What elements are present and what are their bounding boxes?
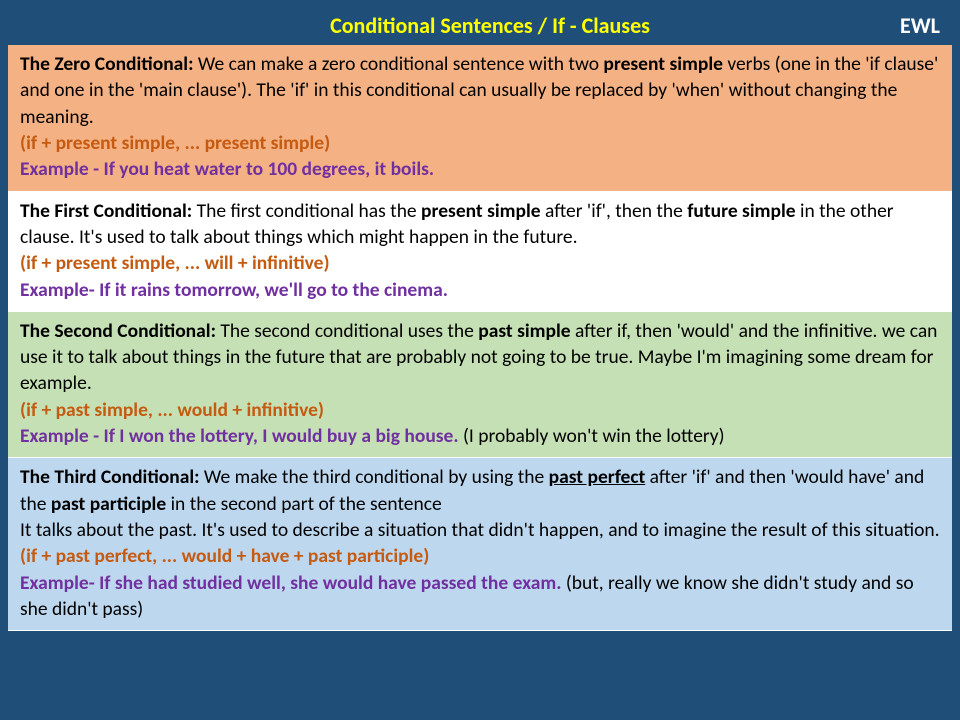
header-bar: Conditional Sentences / If - Clauses EWL xyxy=(8,8,952,45)
section-example: Example - If you heat water to 100 degre… xyxy=(20,156,940,182)
section-body: The Second Conditional: The second condi… xyxy=(20,318,940,397)
page-title: Conditional Sentences / If - Clauses xyxy=(80,12,900,39)
section-body: The First Conditional: The first conditi… xyxy=(20,198,940,251)
section-example: Example- If it rains tomorrow, we'll go … xyxy=(20,277,940,303)
section-example: Example - If I won the lottery, I would … xyxy=(20,423,940,449)
section-third-conditional: The Third Conditional: We make the third… xyxy=(8,458,952,631)
section-heading: The Zero Conditional: xyxy=(20,52,193,76)
section-body: The Zero Conditional: We can make a zero… xyxy=(20,51,940,130)
section-zero-conditional: The Zero Conditional: We can make a zero… xyxy=(8,45,952,192)
section-second-conditional: The Second Conditional: The second condi… xyxy=(8,312,952,459)
section-example: Example- If she had studied well, she wo… xyxy=(20,570,940,623)
section-body: The Third Conditional: We make the third… xyxy=(20,464,940,517)
section-formula: (if + present simple, ... present simple… xyxy=(20,130,940,156)
section-formula: (if + past simple, ... would + infinitiv… xyxy=(20,397,940,423)
brand-label: EWL xyxy=(900,12,940,39)
section-formula: (if + present simple, ... will + infinit… xyxy=(20,250,940,276)
section-formula: (if + past perfect, ... would + have + p… xyxy=(20,543,940,569)
section-heading: The Third Conditional: xyxy=(20,465,200,489)
section-heading: The Second Conditional: xyxy=(20,319,216,343)
section-heading: The First Conditional: xyxy=(20,199,192,223)
section-first-conditional: The First Conditional: The first conditi… xyxy=(8,192,952,312)
section-body-line2: It talks about the past. It's used to de… xyxy=(20,517,940,543)
